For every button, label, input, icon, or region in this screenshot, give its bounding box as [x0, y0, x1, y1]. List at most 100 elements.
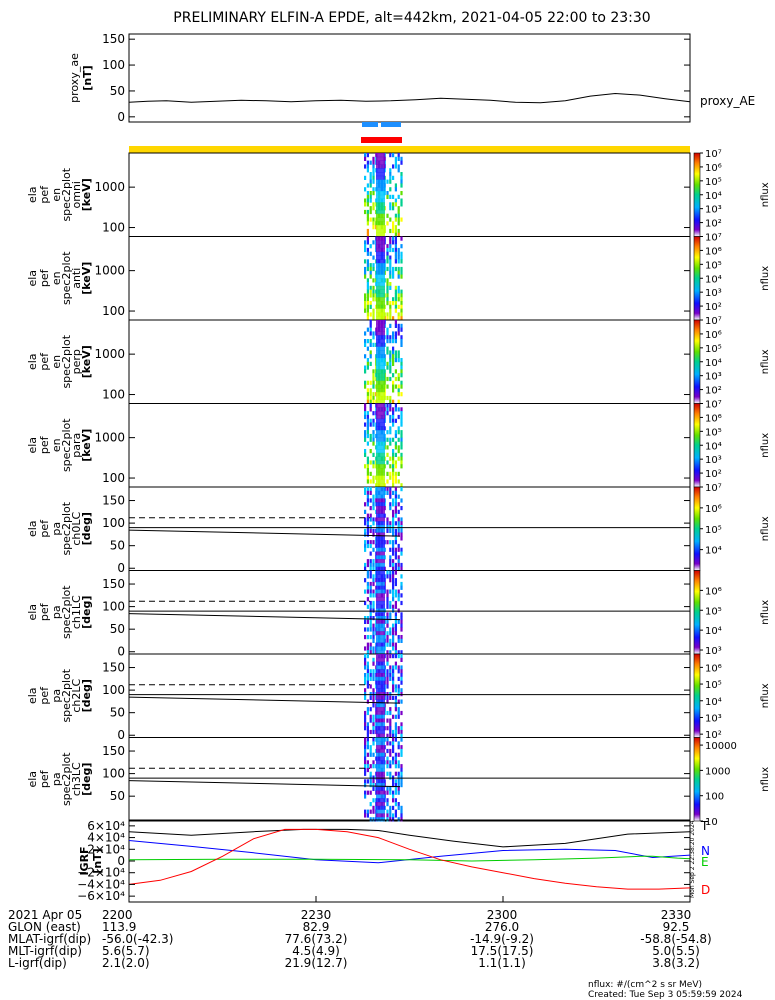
spectrogram-pixel [394, 790, 397, 795]
spectrogram-pixel [400, 783, 403, 788]
spectrogram-pixel [389, 274, 392, 279]
spectrogram-pixel [400, 323, 403, 328]
spectrogram-pixel [372, 164, 375, 169]
spectrogram-pixel [394, 350, 397, 355]
spectrogram-pixel [400, 764, 403, 769]
spectrogram-pixel [369, 179, 372, 184]
spectrogram-core [376, 460, 385, 465]
spectrogram-pixel [392, 414, 395, 420]
spectrogram-pixel [372, 578, 375, 583]
spectrogram-pixel [386, 790, 389, 795]
igrf-legend-e: E [701, 855, 709, 869]
spectrogram-core [376, 471, 385, 476]
spectrogram-pixel [400, 612, 403, 617]
spectrogram-pixel [392, 813, 395, 818]
spectrogram-pixel [392, 581, 395, 587]
spectrogram-pixel [364, 517, 367, 522]
spectrogram-pixel [392, 783, 395, 788]
spectrogram-pixel [392, 266, 395, 272]
spectrogram-pixel [372, 335, 375, 340]
spectrogram-pixel [397, 164, 400, 169]
spectrogram-core [376, 487, 385, 492]
spectrogram-pixel [389, 718, 392, 723]
spectrogram-pixel [397, 669, 400, 674]
spectrogram-pixel [400, 301, 403, 306]
spectrogram-pixel [369, 209, 372, 215]
spectrogram-pixel [394, 232, 397, 237]
spectrogram-pixel [364, 380, 367, 385]
spectrogram-pixel [369, 540, 372, 545]
spectrogram-pixel [400, 813, 403, 818]
spectrogram-pixel [392, 748, 395, 754]
spectrogram-pixel [397, 407, 400, 412]
spectrogram-pixel [369, 301, 372, 306]
spectrogram-pixel [364, 209, 367, 215]
spectrogram-pixel [366, 479, 369, 484]
spectrogram-ylabel: [deg] [80, 596, 93, 629]
spectrogram-ylabel: pa [50, 772, 63, 786]
spectrogram-core [376, 236, 385, 241]
spectrogram-tick-label: 1000 [94, 180, 125, 194]
spectrogram-pixel [389, 414, 392, 420]
spectrogram-tick-label: 1000 [94, 347, 125, 361]
spectrogram-pixel [392, 502, 395, 507]
spectrogram-pixel [369, 422, 372, 427]
spectrogram-core [376, 228, 385, 234]
igrf-tick-label: 4×10⁴ [87, 831, 125, 845]
spectrogram-pixel [369, 551, 372, 556]
spectrogram-pixel [386, 490, 389, 495]
spectrogram-pixel [364, 714, 367, 719]
spectrogram-pixel [394, 623, 397, 628]
spectrogram-pixel [400, 654, 403, 659]
spectrogram-tick-label: 100 [102, 388, 125, 402]
spectrogram-pixel [372, 191, 375, 196]
spectrogram-core [376, 373, 385, 378]
spectrogram-pixel [364, 722, 367, 727]
spectrogram-pixel [386, 574, 389, 579]
spectrogram-pixel [364, 657, 367, 662]
spectrogram-pixel [400, 767, 403, 773]
spectrogram-core [376, 574, 385, 579]
spectrogram-pixel [389, 335, 392, 340]
spectrogram-ylabel: ela [26, 771, 39, 788]
spectrogram-pixel [369, 616, 372, 621]
spectrogram-pixel [366, 160, 369, 165]
spectrogram-pixel [389, 475, 392, 480]
spectrogram-pixel [389, 726, 392, 731]
spectrogram-pixel [366, 726, 369, 731]
spectrogram-core [376, 483, 385, 488]
spectrogram-pixel [366, 619, 369, 624]
spectrogram-pixel [389, 312, 392, 317]
spectrogram-pixel [394, 289, 397, 294]
colorbar-tick-label: 1000 [705, 766, 730, 777]
footer-created: Created: Tue Sep 3 05:59:59 2024 [588, 990, 743, 1000]
spectrogram-pixel [369, 513, 372, 518]
spectrogram-pixel [394, 627, 397, 632]
spectrogram-pixel [372, 783, 375, 788]
spectrogram-pixel [400, 616, 403, 621]
spectrogram-pixel [366, 642, 369, 647]
spectrogram-pixel [392, 760, 395, 765]
spectrogram-pixel [386, 179, 389, 184]
spectrogram-pixel [364, 437, 367, 442]
spectrogram-pixel [372, 562, 375, 568]
spectrogram-pixel [400, 172, 403, 177]
spectrogram-pixel [400, 365, 403, 370]
spectrogram-pixel [372, 604, 375, 609]
spectrogram-core [376, 339, 385, 344]
spectrogram-pixel [386, 471, 389, 476]
spectrogram-pixel [386, 771, 389, 776]
spectrogram-pixel [366, 498, 369, 503]
spectrogram-pixel [389, 650, 392, 655]
spectrogram-core [376, 498, 385, 503]
spectrogram-pixel [372, 392, 375, 397]
x-row-label: 2021 Apr 05 [8, 908, 82, 922]
spectrogram-pixel [389, 786, 392, 791]
spectrogram-pixel [372, 779, 375, 784]
igrf-series-line [128, 828, 691, 890]
spectrogram-tick-label: 100 [102, 600, 125, 614]
spectrogram-pixel [392, 164, 395, 169]
spectrogram-pixel [372, 726, 375, 731]
spectrogram-core [376, 665, 385, 670]
